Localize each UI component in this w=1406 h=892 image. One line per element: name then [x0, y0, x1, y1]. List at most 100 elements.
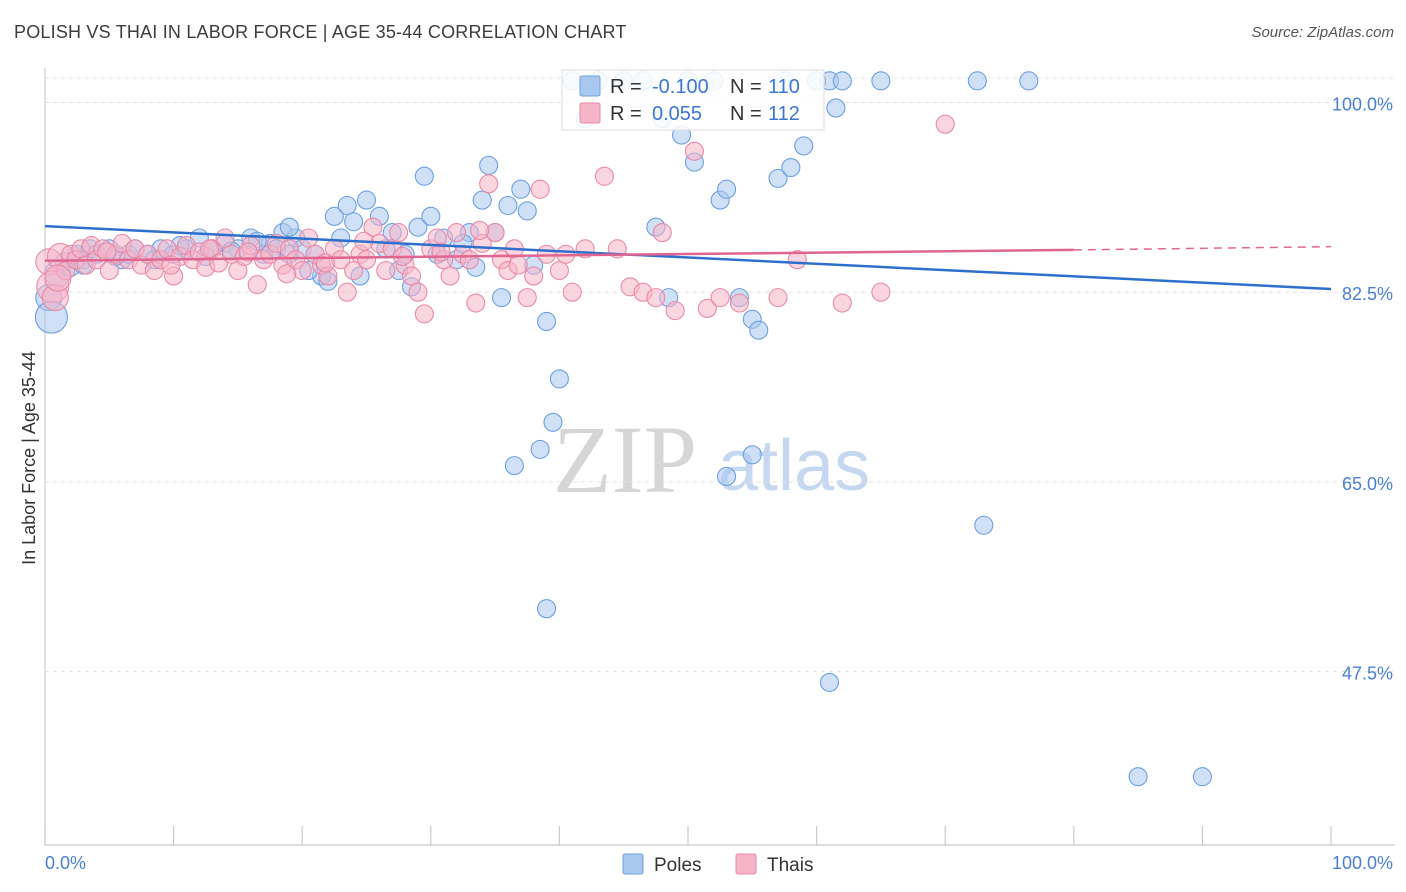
thais-point [470, 220, 490, 240]
thais-point [401, 266, 422, 286]
poles-point [337, 195, 357, 216]
y-tick-label: 65.0% [1342, 474, 1393, 494]
poles-point [324, 206, 344, 226]
tick-labels: 47.5% 65.0% 82.5% 100.0% 0.0% 100.0% [45, 95, 1393, 873]
poles-point [717, 179, 737, 199]
poles-point [1192, 767, 1212, 787]
poles-point [1019, 71, 1039, 91]
legend: R = -0.100 N = 110 R = 0.055 N = 112 [561, 69, 825, 131]
legend-swatch-thais [579, 102, 601, 124]
thais-point [292, 260, 312, 281]
thais-point [408, 282, 428, 302]
legend-swatch-poles [579, 75, 601, 97]
thais-point [356, 250, 377, 270]
thais-point [517, 288, 537, 308]
x-tick-label-start: 0.0% [45, 853, 86, 873]
thais-point [665, 301, 685, 321]
thais-point [277, 264, 297, 284]
legend-box [561, 69, 825, 131]
bottom-legend-swatch-poles [622, 853, 644, 875]
thais-point [729, 293, 749, 313]
thais-point [549, 260, 569, 281]
thais-point [710, 288, 730, 308]
poles-point [826, 98, 846, 118]
thais-trend-line [44, 248, 1074, 263]
watermark-zip: ZIP [553, 406, 697, 513]
x-tick-label-end: 100.0% [1332, 853, 1393, 873]
thais-point [389, 223, 409, 243]
poles-point [794, 136, 814, 156]
poles-point [768, 168, 788, 188]
legend-thais-r-label: R = [610, 103, 642, 125]
poles-point [408, 217, 428, 237]
poles-point [279, 217, 299, 237]
legend-thais-r-value: 0.055 [652, 103, 702, 125]
poles-point [974, 515, 994, 535]
thais-point [414, 304, 434, 324]
poles-point [344, 212, 364, 232]
poles-point [819, 672, 840, 692]
poles-point [511, 179, 531, 199]
thais-point [238, 242, 258, 262]
thais-point [344, 260, 364, 281]
poles-point [717, 466, 737, 487]
bottom-legend-thais-label: Thais [767, 855, 813, 876]
thais-point [376, 260, 396, 281]
thais-point [44, 264, 72, 292]
thais-point [530, 179, 550, 199]
poles-point [421, 206, 441, 226]
y-tick-label: 47.5% [1342, 664, 1393, 684]
legend-poles-r-label: R = [610, 76, 642, 98]
thais-point [440, 266, 460, 286]
thais-point [337, 282, 357, 302]
thais-point [652, 223, 672, 243]
thais-point [768, 288, 788, 308]
poles-point [479, 155, 499, 175]
thais-point [446, 223, 467, 243]
thais-point [363, 217, 383, 237]
thais-point [832, 293, 852, 313]
legend-thais-n-value: 112 [768, 103, 800, 125]
poles-point [491, 288, 512, 308]
thais-point [459, 250, 479, 270]
poles-point [1128, 767, 1148, 787]
legend-poles-r-value: -0.100 [652, 76, 709, 98]
bottom-legend-poles-label: Poles [654, 855, 702, 876]
bottom-legend: Poles Thais [622, 853, 813, 876]
poles-point [498, 195, 518, 216]
thais-point [200, 239, 220, 259]
thais-point [646, 288, 666, 308]
poles-point [871, 71, 891, 91]
poles-point [414, 166, 434, 186]
poles-point [749, 320, 769, 340]
poles-trend-line [44, 224, 1332, 291]
thais-point [466, 293, 486, 313]
y-axis-label: In Labor Force | Age 35-44 [19, 351, 39, 565]
y-tick-label: 82.5% [1342, 284, 1393, 304]
legend-thais-n-label: N = [730, 103, 762, 125]
poles-point [356, 190, 377, 210]
poles-point [536, 311, 557, 332]
y-tick-label: 100.0% [1332, 95, 1393, 115]
gridlines [45, 77, 1395, 673]
legend-poles-n-label: N = [730, 76, 762, 98]
thais-point [524, 266, 544, 286]
poles-point [504, 456, 524, 476]
poles-point [781, 158, 801, 178]
poles-point [832, 71, 852, 91]
poles-point [472, 190, 492, 210]
thais-point [684, 141, 704, 161]
thais-point [594, 166, 614, 186]
thais-point [99, 260, 119, 281]
axes [44, 68, 1395, 846]
thais-point [562, 282, 582, 302]
thais-point [479, 174, 499, 194]
poles-point [530, 439, 550, 459]
poles-point [517, 201, 537, 221]
bottom-legend-swatch-thais [735, 853, 757, 875]
watermark-atlas: atlas [718, 426, 870, 506]
chart-title: POLISH VS THAI IN LABOR FORCE | AGE 35-4… [14, 22, 627, 42]
legend-poles-n-value: 110 [768, 76, 800, 98]
poles-point [967, 71, 987, 91]
